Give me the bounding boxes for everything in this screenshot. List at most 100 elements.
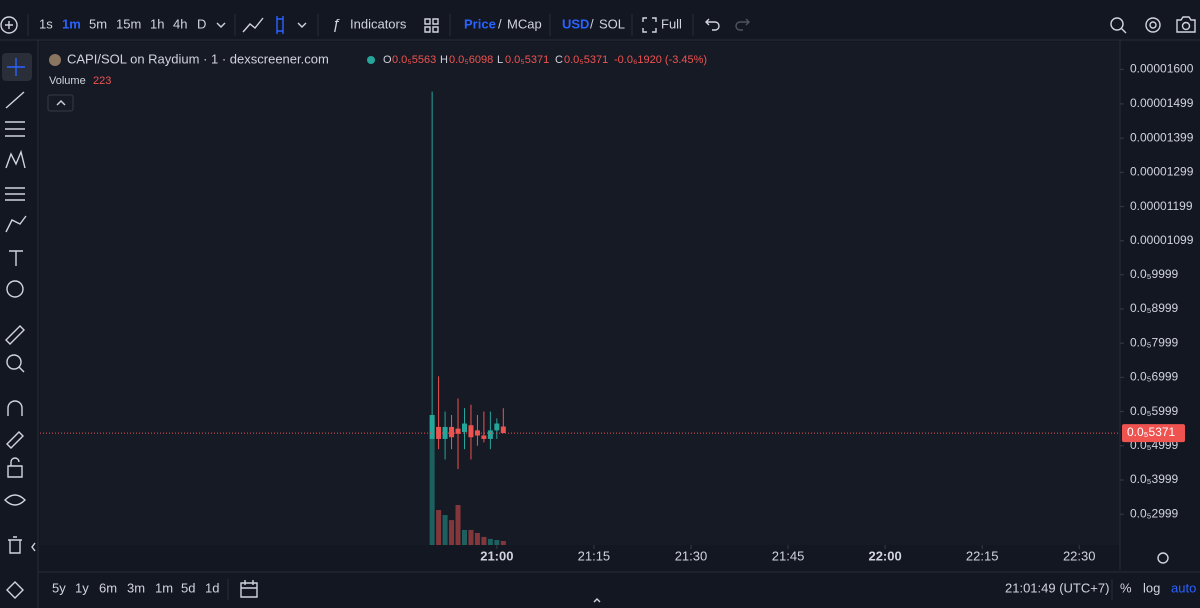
percent-toggle[interactable]: % [1120,580,1132,595]
volume-bar [449,520,455,545]
y-tick-label: 0.00001399 [1130,130,1194,144]
interval-button[interactable]: 4h [173,16,187,31]
forecast-icon[interactable] [5,187,25,201]
pattern-icon[interactable] [5,149,26,169]
zoom-icon[interactable] [6,354,22,370]
volume-bar [461,529,467,545]
usd-toggle[interactable]: USD [562,16,589,31]
collapse-toolbar[interactable] [31,542,36,552]
goto-date-icon[interactable] [240,580,258,598]
x-tick-label: 21:15 [578,548,611,563]
interval-button[interactable]: 1m [62,16,81,31]
lock-draw-icon[interactable] [6,431,24,449]
candle-body [429,414,435,439]
range-buttons: 5y 1y 6m 3m 1m 5d 1d [52,580,219,595]
candle-body [455,428,461,434]
camera-icon[interactable] [1176,16,1196,33]
volume-bar [442,515,448,545]
y-tick-label: 0.0₅3999 [1130,472,1179,486]
y-tick-label: 0.0₅7999 [1130,335,1179,349]
add-icon [5,21,13,29]
x-tick-label: 21:00 [480,548,513,563]
interval-button[interactable]: D [197,16,206,31]
price-toggle[interactable]: Price [464,16,496,31]
candle-body [487,430,493,439]
volume-bar [494,539,500,545]
candle-body [468,425,474,438]
lock-icon[interactable] [7,457,23,478]
range-button[interactable]: 6m [99,580,117,595]
candle-icon[interactable] [276,16,284,34]
expand-panel[interactable] [593,598,601,603]
interval-button[interactable]: 15m [116,16,141,31]
magnet-icon[interactable] [7,400,23,416]
separator: / [498,16,502,31]
crosshair-icon[interactable] [7,58,25,76]
chevron[interactable] [297,22,307,28]
settings-icon[interactable] [1145,17,1161,33]
x-tick-label: 21:30 [675,548,708,563]
camera-icon [1181,21,1191,31]
interval-button[interactable]: 1h [150,16,164,31]
ohlc-value: 0.0₅5371 [564,54,608,66]
interval-button[interactable]: 1s [39,16,53,31]
log-toggle[interactable]: log [1143,580,1160,595]
sol-toggle[interactable]: SOL [599,16,625,31]
x-tick-label: 22:30 [1063,548,1096,563]
brush-icon[interactable] [5,215,27,233]
range-button[interactable]: 1m [155,580,173,595]
line-chart-icon[interactable] [242,17,264,33]
full-button[interactable]: Full [661,16,682,31]
range-button[interactable]: 5d [181,580,195,595]
change: -0.0₆1920 (-3.45%) [614,54,707,66]
search-icon [1120,27,1127,34]
chevron[interactable] [216,22,226,28]
ohlc-label: L [497,54,503,66]
range-button[interactable]: 5y [52,580,66,595]
token-avatar [49,54,61,66]
y-tick-label: 0.00001499 [1130,96,1194,110]
volume-bar [436,510,442,545]
add-icon[interactable] [0,16,18,34]
indicators-button[interactable]: Indicators [350,16,407,31]
volume-bar [429,420,435,545]
y-tick-label: 0.00001199 [1130,199,1193,213]
interval-button[interactable]: 5m [89,16,107,31]
range-button[interactable]: 3m [127,580,145,595]
ohlc-value: 0.0₅6098 [449,54,493,66]
x-tick-label: 21:45 [772,548,805,563]
ruler-icon[interactable] [5,325,25,345]
ohlc-value: 0.0₅5563 [392,54,436,66]
volume-value: 223 [93,75,111,87]
top-toolbar: 1s 1m 5m 15m 1h 4h D ƒ Indicators Price / MCap… [0,14,1196,36]
text-icon[interactable] [9,250,23,266]
layers-icon[interactable] [6,581,24,599]
emoji-icon[interactable] [6,280,24,298]
chevron [56,100,66,106]
axis-settings-icon[interactable] [1157,552,1169,564]
y-tick-label: 0.0₅6999 [1130,370,1179,384]
range-button[interactable]: 1y [75,580,89,595]
last-price-label: 0.0₅5371 [1127,425,1176,439]
y-tick-label: 0.00001099 [1130,233,1194,247]
fx-icon[interactable]: ƒ [332,16,340,33]
auto-toggle[interactable]: auto [1171,580,1196,595]
range-button[interactable]: 1d [205,580,219,595]
mcap-toggle[interactable]: MCap [507,16,542,31]
trash-icon[interactable] [8,536,22,554]
undo-icon[interactable] [705,18,720,31]
symbol: CAPI/SOL on Raydium · 1 · dexscreener.co… [67,51,329,66]
layout-icon[interactable] [424,18,439,33]
fib-icon[interactable] [5,121,25,137]
fullscreen-icon[interactable] [642,17,657,33]
eye-icon[interactable] [4,494,26,506]
trend-line-icon[interactable] [5,91,25,109]
candle-body [436,426,442,439]
settings-icon [1149,21,1157,29]
collapse-button[interactable] [47,94,74,112]
left-toolbar [2,53,32,599]
candle-body [500,426,506,434]
search-icon[interactable] [1110,17,1124,31]
y-tick-label: 0.0₅9999 [1130,267,1179,281]
